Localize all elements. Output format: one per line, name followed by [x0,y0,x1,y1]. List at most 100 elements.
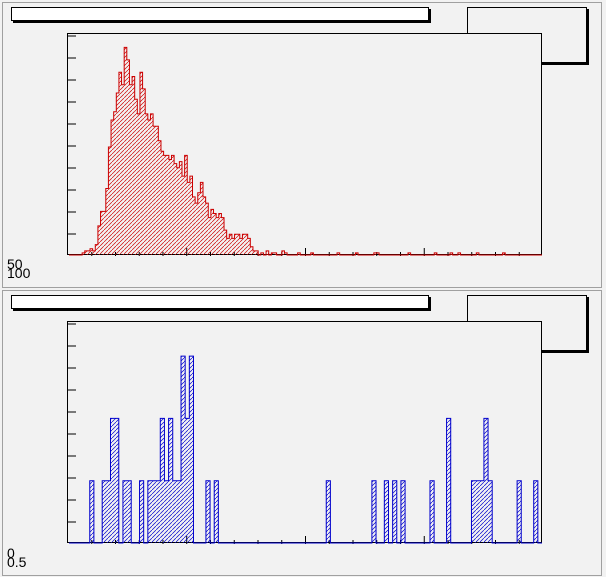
top-hist-bar [92,250,96,255]
top-hist-bar [174,163,177,255]
bottom-hist-bar [392,480,397,543]
top-hist-bar [271,252,274,255]
top-hist-bar [245,234,248,255]
bottom-hist-bar [429,480,435,543]
top-hist-bar [168,159,172,255]
top-hist-bar [87,250,91,255]
top-hist-bar [252,250,256,255]
top-hist-bar [116,93,119,255]
top-hist-bar [200,182,204,255]
bottom-hist-bar [488,480,493,543]
bottom-hist-bar [139,480,144,543]
top-hist-bar [226,238,230,255]
top-hist-bar [210,209,214,255]
top-hist-bar [139,72,143,255]
bottom-hist-outline [69,355,542,544]
bottom-hist-bar [471,480,476,543]
top-hist-bar [205,203,209,255]
bottom-hist-bar [189,356,194,543]
top-hist-bar [137,113,140,255]
top-hist-bar [187,182,190,255]
bottom-hist-bar [479,480,484,543]
top-hist-outline [69,46,542,256]
bottom-hist-bar [517,480,522,543]
bottom-hist-bar [326,480,331,543]
top-hist-bar [184,155,188,255]
top-hist-bar [355,252,359,255]
top-hist-bar [260,252,264,255]
bottom-hist-bar [127,480,132,543]
bottom-hist-bar [205,480,211,543]
top-hist-bar [203,196,206,255]
top-hist-bar [113,111,117,255]
bottom-hist-bar [475,480,480,543]
top-hist-bar [213,213,217,255]
top-hist-bar [192,196,196,255]
top-hist-bar [434,252,437,255]
top-hist-bar [111,120,114,255]
top-hist-bar [242,234,246,255]
bottom-hist-bar [400,480,406,543]
bottom-hist-bar [483,418,489,543]
bottom-pad: 0 0.5 [2,290,602,576]
top-hist-bar [457,252,461,255]
top-hist-bar [150,113,154,255]
top-title-box [11,7,429,21]
top-hist-bar [195,203,198,255]
bottom-hist-bar [168,418,173,543]
bottom-y-tick-label-1: 0 [7,545,15,561]
top-hist-bar [153,126,156,256]
top-hist-bar [155,126,159,256]
top-hist-bar [124,47,127,255]
top-hist-bar [100,211,104,255]
top-hist-bar [163,155,167,255]
top-hist-bar [476,252,479,255]
top-hist-bar [373,252,377,255]
top-hist-bar [237,234,240,255]
bottom-hist-bar [164,480,169,543]
top-y-tick-label-1: 50 [7,256,23,272]
top-histogram-svg [68,35,542,256]
top-hist-bar [132,76,135,255]
top-hist-bar [166,155,169,255]
top-hist-bar [234,234,238,255]
top-hist-bar [337,252,340,255]
top-hist-bar [310,252,314,255]
top-pad: 50 100 [2,2,602,288]
bottom-hist-bar [533,480,538,543]
top-hist-bar [105,188,109,255]
top-plot-frame [67,33,542,256]
top-hist-bar [224,230,227,255]
top-hist-bar [129,84,133,255]
bottom-hist-bar [446,418,451,543]
top-hist-bar [121,84,125,255]
bottom-hist-bar [214,480,219,543]
top-hist-bar [231,238,235,255]
bottom-hist-bar [106,480,111,543]
top-hist-bar [221,217,225,255]
bottom-plot-frame [67,321,542,544]
top-y-tick-label-2: 100 [7,265,31,281]
bottom-hist-bar [147,480,152,543]
bottom-hist-bar [102,480,107,543]
bottom-title-box [11,295,429,309]
bottom-hist-bar [110,418,115,543]
top-hist-bar [90,248,93,255]
top-hist-bar [247,238,251,255]
top-hist-bar [158,140,161,255]
top-hist-bar [407,252,411,255]
bottom-hist-bar [384,480,389,543]
top-hist-bar [284,252,288,255]
bottom-hist-bar [172,480,177,543]
top-hist-bar [502,252,506,255]
top-hist-bar [297,252,301,255]
top-hist-bar [95,244,98,255]
top-hist-bar [176,167,180,255]
top-hist-bar [266,250,269,255]
top-hist-bar [376,252,380,255]
bottom-hist-bar [371,480,377,543]
bottom-hist-bar [114,418,119,543]
top-hist-bar [147,120,151,255]
bottom-hist-bar [156,480,161,543]
